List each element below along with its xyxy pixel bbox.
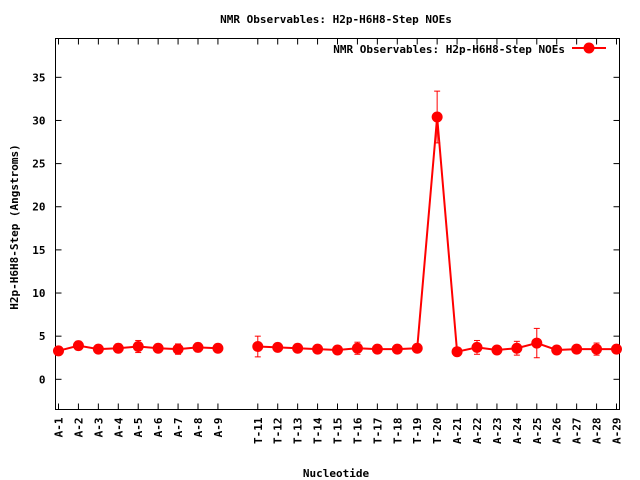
- y-tick-label: 20: [32, 201, 45, 214]
- x-tick-label: T-20: [431, 418, 444, 445]
- data-point: [332, 344, 343, 356]
- y-tick-label: 5: [39, 330, 46, 343]
- data-point: [132, 341, 144, 353]
- x-axis-label: Nucleotide: [303, 467, 370, 480]
- legend: NMR Observables: H2p-H6H8-Step NOEs: [333, 42, 606, 56]
- x-tick-label: A-3: [92, 418, 105, 438]
- data-point: [192, 341, 204, 353]
- y-axis: 0 5 10 15 20 25 30 35: [32, 71, 620, 386]
- data-point: [252, 341, 264, 353]
- x-tick-label: A-24: [511, 417, 524, 444]
- data-point: [152, 342, 164, 354]
- x-tick-label: A-26: [551, 417, 564, 444]
- data-point: [471, 341, 483, 353]
- data-point: [611, 343, 622, 355]
- data-point: [92, 343, 104, 355]
- y-tick-label: 0: [39, 373, 46, 386]
- legend-label: NMR Observables: H2p-H6H8-Step NOEs: [333, 43, 565, 56]
- data-point: [491, 344, 503, 356]
- y-axis-label: H2p-H6H8-Step (Angstroms): [8, 144, 21, 310]
- data-point: [72, 340, 84, 352]
- data-point: [292, 342, 304, 354]
- data-point: [172, 343, 184, 355]
- data-point: [112, 342, 124, 354]
- x-tick-label: A-27: [571, 418, 584, 445]
- series-layer: [53, 90, 622, 359]
- x-tick-label: A-23: [491, 418, 504, 445]
- x-tick-label: T-12: [272, 418, 285, 445]
- x-tick-label: T-19: [411, 418, 424, 445]
- data-point: [312, 343, 324, 355]
- x-tick-label: T-16: [351, 417, 364, 444]
- y-tick-label: 30: [32, 114, 45, 127]
- x-tick-label: A-5: [132, 418, 145, 438]
- x-tick-label: A-6: [152, 417, 165, 437]
- data-point: [511, 342, 523, 354]
- y-tick-label: 35: [32, 71, 45, 84]
- data-point: [371, 343, 383, 355]
- x-tick-label: A-1: [53, 417, 66, 437]
- chart-title: NMR Observables: H2p-H6H8-Step NOEs: [220, 13, 452, 26]
- data-point: [431, 111, 443, 123]
- x-tick-label: A-21: [451, 417, 464, 444]
- data-point: [551, 344, 563, 356]
- x-tick-label: A-29: [611, 418, 624, 445]
- x-tick-label: A-7: [172, 418, 185, 438]
- data-point: [411, 342, 423, 354]
- y-tick-label: 10: [32, 287, 45, 300]
- x-tick-label: A-4: [112, 417, 125, 437]
- x-axis: A-1 A-2 A-3 A-4 A-5 A-6 A-7 A-8 A-9 T-11 T-12 T-13 T…: [53, 38, 624, 445]
- x-tick-label: T-11: [252, 417, 265, 444]
- series-line: [257, 116, 617, 353]
- y-tick-label: 15: [32, 244, 45, 257]
- y-tick-label: 25: [32, 158, 45, 171]
- x-tick-label: A-22: [471, 418, 484, 445]
- x-tick-label: T-18: [391, 418, 404, 445]
- x-tick-label: A-28: [591, 418, 604, 445]
- x-tick-label: T-14: [312, 417, 325, 444]
- data-point: [212, 342, 224, 354]
- data-point: [351, 342, 363, 354]
- x-tick-label: A-25: [531, 418, 544, 445]
- data-point: [272, 341, 284, 353]
- data-point: [53, 345, 64, 357]
- data-point: [451, 346, 463, 358]
- x-tick-label: A-8: [192, 418, 205, 438]
- x-tick-label: T-13: [292, 418, 305, 445]
- x-tick-label: T-15: [332, 418, 345, 445]
- data-point: [391, 343, 403, 355]
- legend-marker: [583, 42, 595, 54]
- data-point: [531, 337, 543, 349]
- data-point: [571, 343, 583, 355]
- data-point: [591, 343, 603, 355]
- x-tick-label: A-2: [72, 418, 85, 438]
- x-tick-label: A-9: [212, 418, 225, 438]
- x-tick-label: T-17: [371, 418, 384, 445]
